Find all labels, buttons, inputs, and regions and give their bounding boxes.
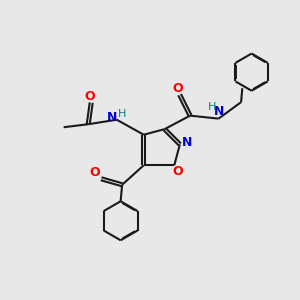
Text: O: O	[89, 166, 100, 179]
Text: N: N	[107, 111, 117, 124]
Text: H: H	[118, 109, 126, 119]
Text: O: O	[84, 89, 95, 103]
Text: N: N	[182, 136, 193, 149]
Text: N: N	[213, 105, 224, 118]
Text: H: H	[208, 102, 216, 112]
Text: O: O	[172, 165, 183, 178]
Text: O: O	[173, 82, 183, 94]
